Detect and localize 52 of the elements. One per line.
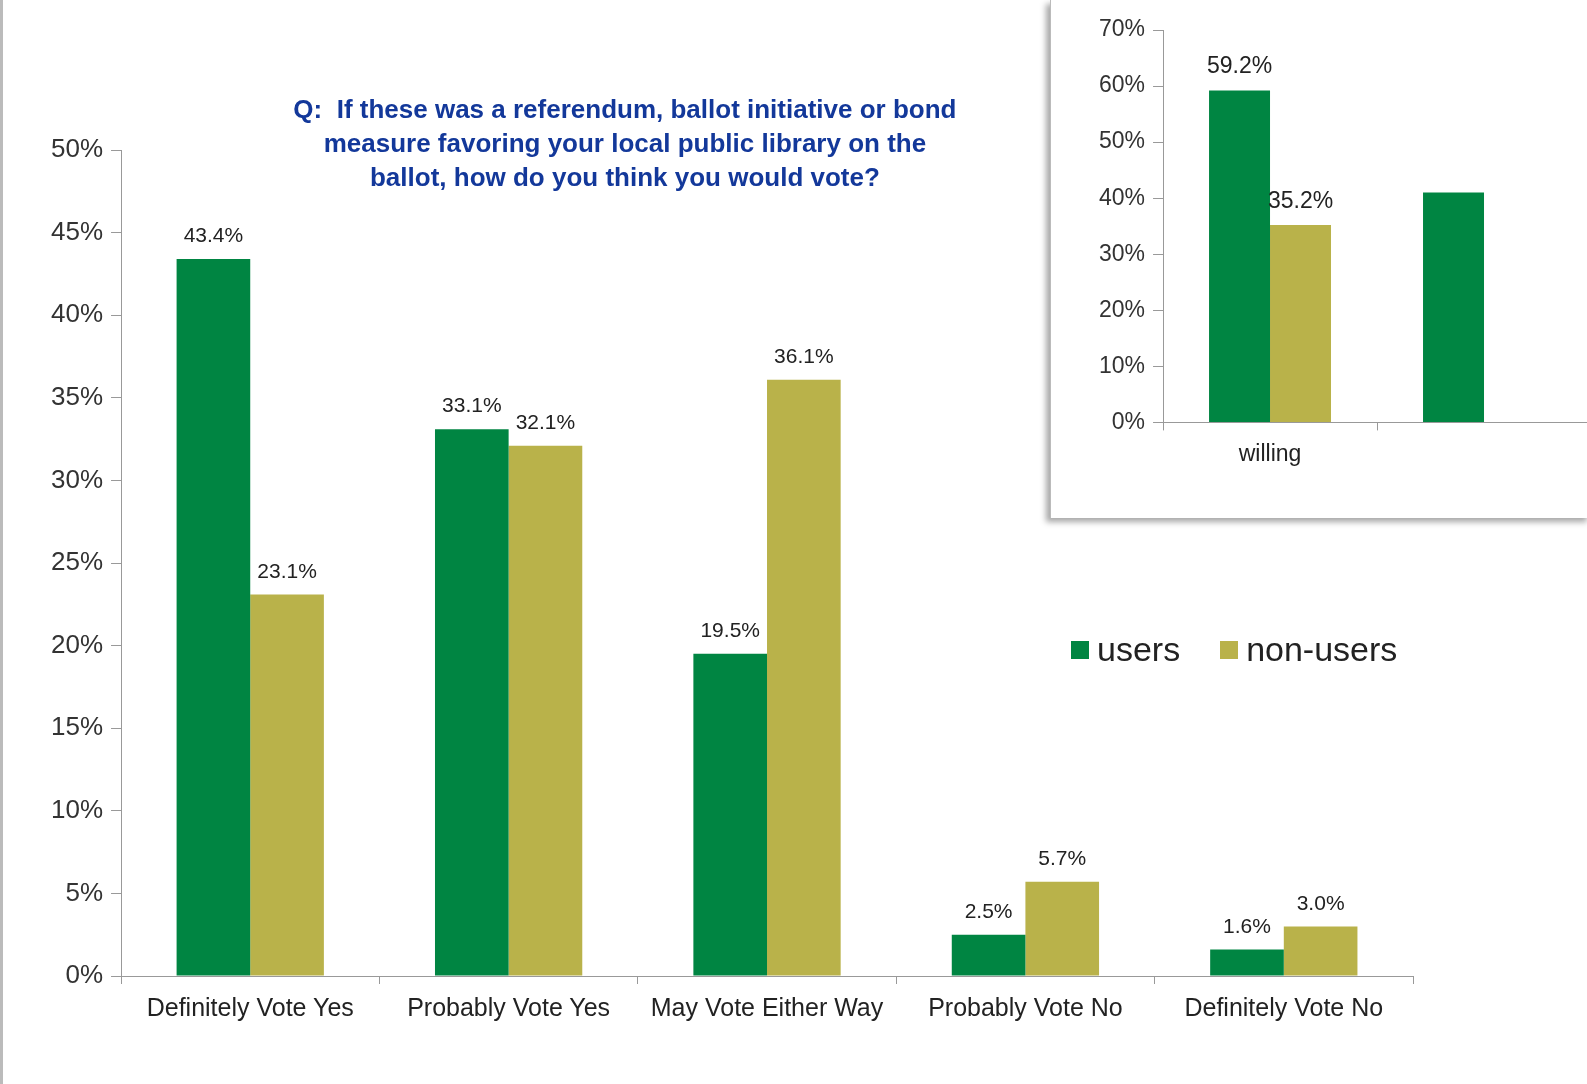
y-tick-label: 30% — [1098, 239, 1146, 266]
legend-label: non-users — [1246, 630, 1398, 669]
chart-title: Q: If these was a referendum, ballot initiative or bond measure favoring your local public library on the ballot, how do you think you would vote? — [293, 94, 957, 193]
bar — [434, 429, 509, 976]
x-tick-label: Probably Vote No — [928, 992, 1123, 1021]
data-label: 2.5% — [964, 899, 1013, 922]
data-label: 32.1% — [515, 410, 576, 433]
x-tick-label: willing — [1237, 439, 1302, 466]
bar — [1423, 192, 1485, 422]
data-label: 5.7% — [1038, 846, 1087, 870]
data-label: 36.1% — [774, 343, 834, 367]
y-tick-label: 60% — [1098, 71, 1146, 98]
bar — [508, 445, 583, 976]
y-tick-label: 15% — [50, 711, 104, 742]
y-tick-label: 40% — [1098, 183, 1146, 210]
y-tick-label: 35% — [50, 380, 104, 411]
y-tick-label: 45% — [50, 215, 104, 246]
data-label: 43.4% — [183, 223, 244, 247]
data-label: 3.0% — [1296, 890, 1345, 914]
y-tick-label: 10% — [1098, 351, 1146, 378]
bar — [693, 653, 768, 976]
bar — [1210, 949, 1284, 976]
legend-label: users — [1097, 630, 1181, 669]
data-label: 1.6% — [1223, 913, 1271, 937]
y-tick-label: 0% — [1111, 407, 1146, 434]
bar — [1025, 881, 1100, 976]
y-tick-label: 10% — [50, 793, 104, 824]
bar — [767, 379, 841, 976]
x-tick-label: Definitely Vote No — [1184, 992, 1384, 1021]
bar — [1209, 90, 1271, 422]
data-label: 33.1% — [442, 393, 502, 417]
x-tick-label: Probably Vote Yes — [407, 992, 611, 1021]
y-tick-label: 40% — [50, 298, 104, 329]
bar — [1283, 926, 1358, 976]
y-tick-label: 50% — [50, 133, 104, 164]
x-tick-label: May Vote Either Way — [650, 992, 884, 1021]
y-tick-label: 70% — [1098, 15, 1146, 42]
y-tick-label: 50% — [1098, 127, 1146, 154]
y-tick-label: 20% — [1098, 295, 1146, 322]
bar — [951, 934, 1026, 976]
y-tick-label: 20% — [50, 628, 104, 659]
x-tick-label: Definitely Vote Yes — [146, 992, 354, 1021]
y-tick-label: 5% — [65, 876, 104, 907]
bar — [1270, 225, 1332, 422]
data-label: 23.1% — [257, 558, 317, 582]
y-tick-label: 30% — [50, 463, 104, 494]
bar — [250, 594, 324, 976]
data-label: 19.5% — [700, 618, 760, 642]
data-label: 59.2% — [1206, 52, 1273, 79]
y-tick-label: 25% — [50, 546, 104, 577]
bar — [176, 259, 251, 976]
y-tick-label: 0% — [65, 959, 104, 990]
